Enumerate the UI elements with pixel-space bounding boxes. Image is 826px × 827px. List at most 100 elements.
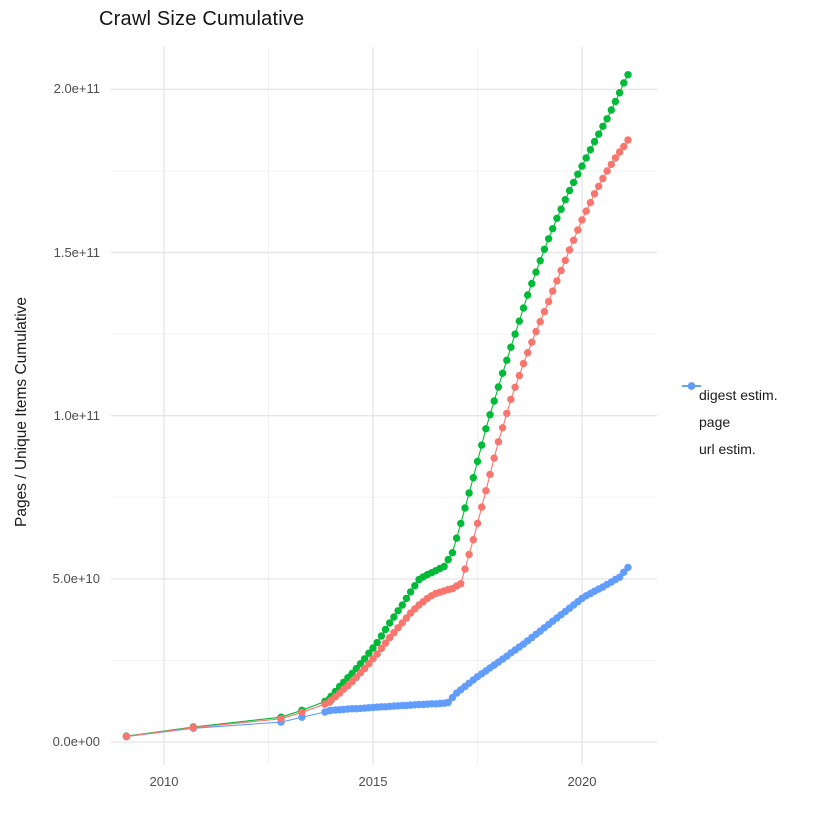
- data-point: [360, 655, 369, 663]
- data-point: [503, 356, 511, 364]
- data-point: [494, 383, 503, 391]
- data-point: [578, 162, 586, 170]
- data-point: [356, 660, 365, 668]
- y-tick-label: 5.0e+10: [52, 570, 100, 586]
- data-point: [528, 338, 536, 346]
- data-point: [478, 503, 486, 511]
- data-point: [590, 190, 599, 198]
- data-point: [624, 71, 632, 79]
- data-point: [461, 504, 469, 512]
- data-point: [406, 588, 415, 596]
- data-point: [444, 698, 452, 707]
- x-tick-label: 2015: [358, 774, 388, 789]
- data-point: [482, 487, 490, 495]
- data-point: [595, 182, 603, 190]
- data-point: [381, 639, 390, 647]
- data-point: [607, 106, 615, 114]
- data-point: [574, 170, 582, 178]
- data-point: [503, 409, 511, 418]
- data-point: [377, 644, 386, 653]
- data-point: [498, 424, 507, 432]
- data-point: [457, 580, 465, 588]
- data-point: [360, 664, 369, 673]
- data-point: [515, 317, 523, 325]
- data-point: [373, 638, 381, 647]
- gridlines-major: [111, 47, 657, 765]
- y-tick-label: 0.0e+00: [52, 734, 100, 749]
- data-point: [478, 441, 486, 449]
- data-point: [603, 167, 611, 175]
- data-point: [561, 256, 569, 265]
- data-point: [448, 549, 457, 557]
- data-point: [390, 629, 398, 637]
- data-point: [398, 601, 406, 609]
- data-point: [490, 397, 498, 405]
- data-point: [599, 122, 607, 130]
- data-point: [373, 650, 381, 658]
- data-point: [524, 291, 532, 299]
- data-point: [524, 349, 532, 357]
- data-point: [569, 178, 578, 187]
- data-point: [544, 235, 553, 243]
- data-point: [528, 279, 536, 288]
- x-tick-label: 2010: [149, 774, 179, 789]
- legend-item-url-estim: url estim.: [682, 382, 778, 462]
- y-tick-label: 2.0e+11: [53, 81, 100, 97]
- data-point: [582, 207, 590, 215]
- data-point: [549, 225, 557, 233]
- data-point: [377, 632, 386, 640]
- data-point: [465, 489, 473, 497]
- series-digest-estim: [122, 136, 632, 741]
- data-point: [607, 160, 615, 169]
- y-tick-label: 1.5e+11: [53, 244, 100, 260]
- data-point: [365, 660, 373, 668]
- data-point: [369, 644, 377, 652]
- data-point: [298, 708, 306, 716]
- data-point: [549, 287, 557, 295]
- data-point: [620, 568, 628, 576]
- series-digest-estim-points: [122, 136, 632, 741]
- data-point: [565, 186, 574, 195]
- data-point: [511, 383, 519, 391]
- data-point: [519, 304, 528, 312]
- data-point: [440, 562, 448, 571]
- data-point: [574, 226, 582, 234]
- data-point: [620, 142, 628, 151]
- data-point: [615, 89, 624, 97]
- data-point: [507, 395, 515, 404]
- data-point: [277, 715, 285, 723]
- data-point: [611, 97, 620, 106]
- data-point: [461, 565, 469, 573]
- data-point: [386, 633, 394, 642]
- data-point: [586, 146, 595, 154]
- legend-label: url estim.: [699, 440, 756, 457]
- data-point: [582, 154, 590, 162]
- data-point: [469, 474, 477, 482]
- data-point: [394, 607, 402, 615]
- data-point: [611, 154, 620, 162]
- data-point: [565, 246, 574, 254]
- data-point: [557, 205, 565, 213]
- data-point: [620, 79, 628, 87]
- data-point: [590, 137, 599, 146]
- legend-label: page: [699, 413, 731, 430]
- data-point: [498, 369, 507, 377]
- data-point: [515, 371, 523, 380]
- data-point: [457, 519, 465, 528]
- data-point: [519, 359, 528, 368]
- data-point: [536, 318, 544, 326]
- data-point: [553, 277, 561, 285]
- data-point: [486, 411, 494, 419]
- data-point: [402, 594, 411, 603]
- legend-key-icon: [682, 382, 701, 390]
- data-point: [553, 214, 561, 222]
- y-tick-label: 1.0e+11: [53, 407, 100, 423]
- page-title: Crawl Size Cumulative: [99, 8, 305, 30]
- data-point: [452, 534, 461, 542]
- data-point: [540, 307, 549, 316]
- data-point: [189, 723, 197, 732]
- data-point: [494, 438, 503, 446]
- data-point: [569, 236, 578, 244]
